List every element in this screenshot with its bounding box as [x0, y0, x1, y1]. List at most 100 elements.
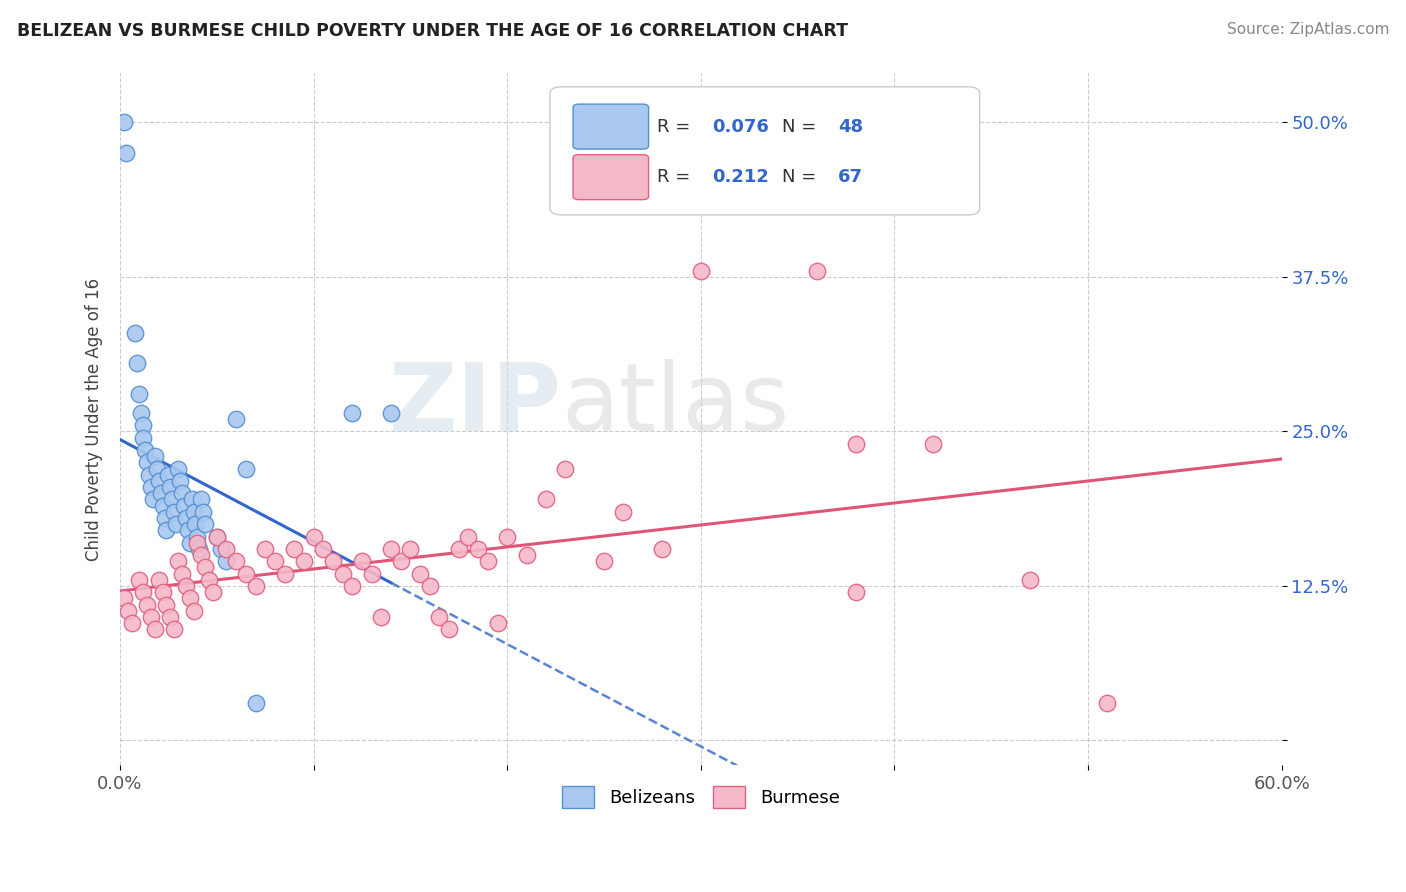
Point [409, 566, 432, 581]
Point [159, 480, 181, 494]
Point [322, 554, 344, 568]
Text: N =: N = [782, 118, 823, 136]
Point [180, 492, 202, 507]
Point [117, 604, 139, 618]
Point [380, 541, 402, 556]
Point [516, 548, 538, 562]
Text: Source: ZipAtlas.com: Source: ZipAtlas.com [1226, 22, 1389, 37]
Point [845, 437, 868, 451]
Text: R =: R = [657, 168, 696, 186]
FancyBboxPatch shape [550, 87, 980, 215]
Point [360, 566, 382, 581]
Point [554, 461, 576, 475]
Point [132, 418, 155, 433]
Text: 67: 67 [838, 168, 863, 186]
Y-axis label: Child Poverty Under the Age of 16: Child Poverty Under the Age of 16 [86, 277, 103, 561]
Point [263, 554, 285, 568]
Point [1097, 697, 1119, 711]
Point [215, 541, 238, 556]
Point [437, 622, 460, 636]
Point [245, 579, 267, 593]
Point [186, 529, 208, 543]
Point [127, 356, 149, 370]
Point [132, 585, 155, 599]
Point [170, 566, 193, 581]
Text: ZIP: ZIP [388, 359, 561, 451]
Point [112, 591, 135, 606]
Point [689, 264, 711, 278]
Text: BELIZEAN VS BURMESE CHILD POVERTY UNDER THE AGE OF 16 CORRELATION CHART: BELIZEAN VS BURMESE CHILD POVERTY UNDER … [17, 22, 848, 40]
Point [209, 541, 232, 556]
Point [112, 115, 135, 129]
Point [124, 326, 146, 340]
Point [225, 554, 247, 568]
Point [235, 461, 257, 475]
Point [183, 604, 205, 618]
Text: 0.212: 0.212 [713, 168, 769, 186]
Point [184, 517, 207, 532]
Point [429, 610, 451, 624]
Point [486, 615, 509, 630]
Point [302, 529, 325, 543]
Point [215, 554, 238, 568]
Point [205, 529, 228, 543]
Point [193, 505, 215, 519]
Point [370, 610, 392, 624]
Point [128, 387, 150, 401]
Point [136, 598, 159, 612]
Point [114, 146, 136, 161]
Point [163, 505, 186, 519]
Point [139, 610, 162, 624]
Point [332, 566, 354, 581]
Point [143, 622, 166, 636]
Point [165, 517, 187, 532]
Point [159, 610, 181, 624]
Point [194, 517, 217, 532]
Point [179, 591, 201, 606]
Point [342, 579, 364, 593]
Point [190, 548, 212, 562]
Point [651, 541, 673, 556]
Point [245, 697, 267, 711]
Point [149, 486, 172, 500]
Point [205, 529, 228, 543]
Point [312, 541, 335, 556]
Point [194, 560, 217, 574]
Point [155, 524, 177, 538]
Text: 48: 48 [838, 118, 863, 136]
Point [534, 492, 557, 507]
Point [162, 492, 184, 507]
Point [342, 406, 364, 420]
Point [177, 524, 200, 538]
Point [845, 585, 868, 599]
Point [136, 455, 159, 469]
Point [457, 529, 479, 543]
Point [121, 615, 143, 630]
Point [201, 585, 224, 599]
Point [145, 461, 167, 475]
Point [148, 474, 170, 488]
Point [174, 579, 197, 593]
Point [380, 406, 402, 420]
Point [198, 573, 221, 587]
Point [173, 499, 195, 513]
Point [169, 474, 191, 488]
Point [254, 541, 277, 556]
Point [163, 622, 186, 636]
Point [139, 480, 162, 494]
Point [152, 499, 174, 513]
Point [167, 461, 190, 475]
Point [157, 467, 180, 482]
Point [142, 492, 165, 507]
Point [447, 541, 470, 556]
Point [593, 554, 616, 568]
Text: 0.076: 0.076 [713, 118, 769, 136]
Point [1019, 573, 1042, 587]
Point [283, 541, 305, 556]
Point [235, 566, 257, 581]
Point [922, 437, 945, 451]
Point [225, 412, 247, 426]
Point [188, 541, 211, 556]
Text: N =: N = [782, 168, 823, 186]
FancyBboxPatch shape [574, 104, 648, 149]
